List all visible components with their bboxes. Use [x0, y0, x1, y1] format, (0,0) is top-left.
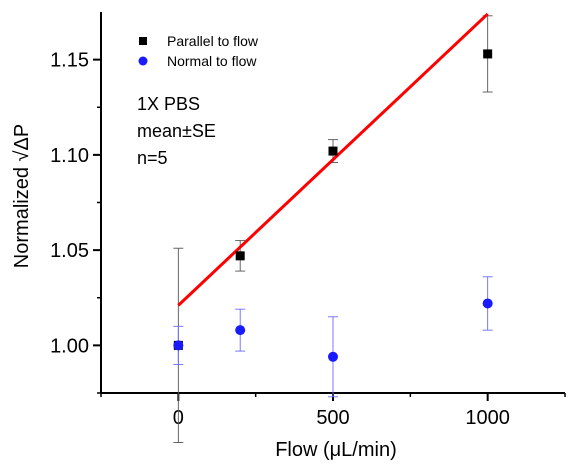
annotation-block: 1X PBS mean±SE n=5: [137, 94, 216, 168]
fit-line: [177, 12, 489, 307]
point-normal: [235, 325, 246, 336]
legend-marker-parallel: [139, 37, 147, 45]
chart-marks: [173, 12, 493, 443]
legend: Parallel to flow Normal to flow: [138, 33, 259, 69]
annotation-sample-size: n=5: [137, 148, 168, 168]
point-normal: [482, 298, 493, 309]
x-tick-label: 500: [316, 407, 349, 429]
legend-marker-normal: [138, 56, 148, 66]
annotation-statistic: mean±SE: [137, 121, 216, 141]
x-tick-label: 1000: [465, 407, 510, 429]
legend-label-normal: Normal to flow: [167, 53, 257, 69]
x-axis-title: Flow (μL/min): [275, 439, 397, 461]
point-parallel: [328, 146, 338, 156]
y-tick-label: 1.10: [50, 145, 89, 167]
point-parallel: [235, 251, 245, 261]
y-axis-title: Normalized √ΔP: [11, 124, 33, 268]
annotation-buffer: 1X PBS: [137, 94, 200, 114]
y-tick-label: 1.00: [50, 335, 89, 357]
y-tick-label: 1.05: [50, 240, 89, 262]
point-parallel: [483, 49, 493, 59]
y-tick-label: 1.15: [50, 50, 89, 72]
point-normal: [173, 340, 184, 351]
point-normal: [328, 351, 338, 362]
legend-label-parallel: Parallel to flow: [167, 33, 259, 49]
